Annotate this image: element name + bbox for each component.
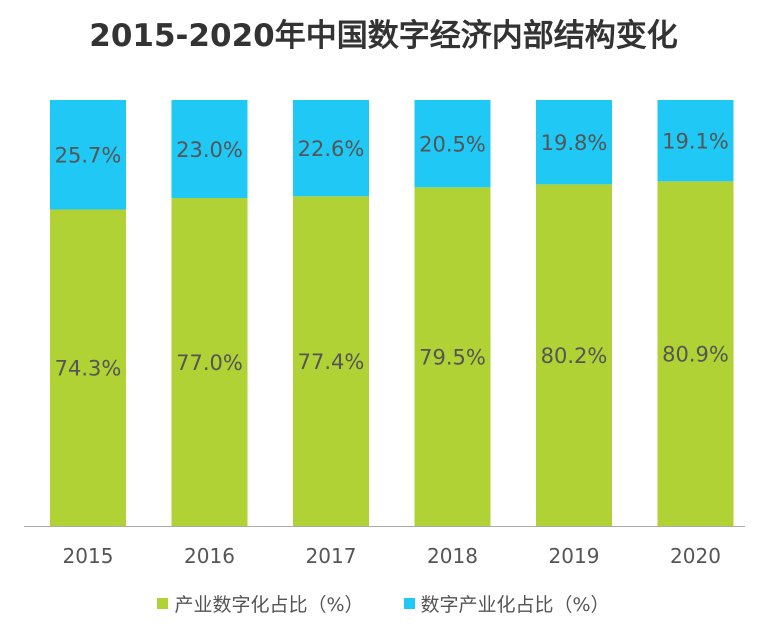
bar-digital-industrialization-2017 <box>293 100 369 197</box>
bar-digital-industrialization-2019 <box>536 100 612 185</box>
data-label-industrial-digitization-2016: 77.0% <box>176 351 243 375</box>
bar-digital-industrialization-2015 <box>50 100 126 210</box>
bar-digital-industrialization-2018 <box>414 100 491 188</box>
legend-label-industrial-digitization: 产业数字化占比（%） <box>174 593 364 616</box>
legend-swatch-digital-industrialization <box>403 597 415 609</box>
data-label-industrial-digitization-2017: 77.4% <box>298 350 365 374</box>
chart-title: 2015-2020年中国数字经济内部结构变化 <box>89 18 678 54</box>
data-label-digital-industrialization-2019: 19.8% <box>541 131 608 155</box>
data-label-industrial-digitization-2018: 79.5% <box>419 346 486 370</box>
bar-industrial-digitization-2015 <box>50 209 126 526</box>
legend: 产业数字化占比（%） 数字产业化占比（%） <box>0 588 767 618</box>
bar-industrial-digitization-2016 <box>171 197 248 527</box>
legend-swatch-industrial-digitization <box>157 597 169 609</box>
data-label-industrial-digitization-2019: 80.2% <box>541 344 608 368</box>
data-label-industrial-digitization-2015: 74.3% <box>55 357 122 381</box>
bar-industrial-digitization-2020 <box>657 181 734 526</box>
data-label-digital-industrialization-2017: 22.6% <box>298 137 365 161</box>
x-tick-label-2020: 2020 <box>670 544 721 568</box>
bar-industrial-digitization-2019 <box>536 184 612 526</box>
legend-item-digital-industrialization: 数字产业化占比（%） <box>403 590 610 617</box>
bar-digital-industrialization-2020 <box>657 100 734 182</box>
x-tick-label-2016: 2016 <box>184 544 235 568</box>
data-label-digital-industrialization-2015: 25.7% <box>55 144 122 168</box>
bar-digital-industrialization-2016 <box>171 100 248 198</box>
data-label-digital-industrialization-2018: 20.5% <box>419 133 486 157</box>
x-tick-label-2019: 2019 <box>549 544 600 568</box>
data-label-digital-industrialization-2020: 19.1% <box>662 130 729 154</box>
data-label-industrial-digitization-2020: 80.9% <box>662 343 729 367</box>
data-label-digital-industrialization-2016: 23.0% <box>176 138 243 162</box>
legend-item-industrial-digitization: 产业数字化占比（%） <box>157 590 364 617</box>
x-tick-label-2018: 2018 <box>427 544 478 568</box>
x-tick-label-2017: 2017 <box>306 544 357 568</box>
bar-industrial-digitization-2018 <box>414 187 491 526</box>
bar-industrial-digitization-2017 <box>293 196 369 526</box>
x-tick-label-2015: 2015 <box>63 544 114 568</box>
legend-label-digital-industrialization: 数字产业化占比（%） <box>420 593 610 616</box>
